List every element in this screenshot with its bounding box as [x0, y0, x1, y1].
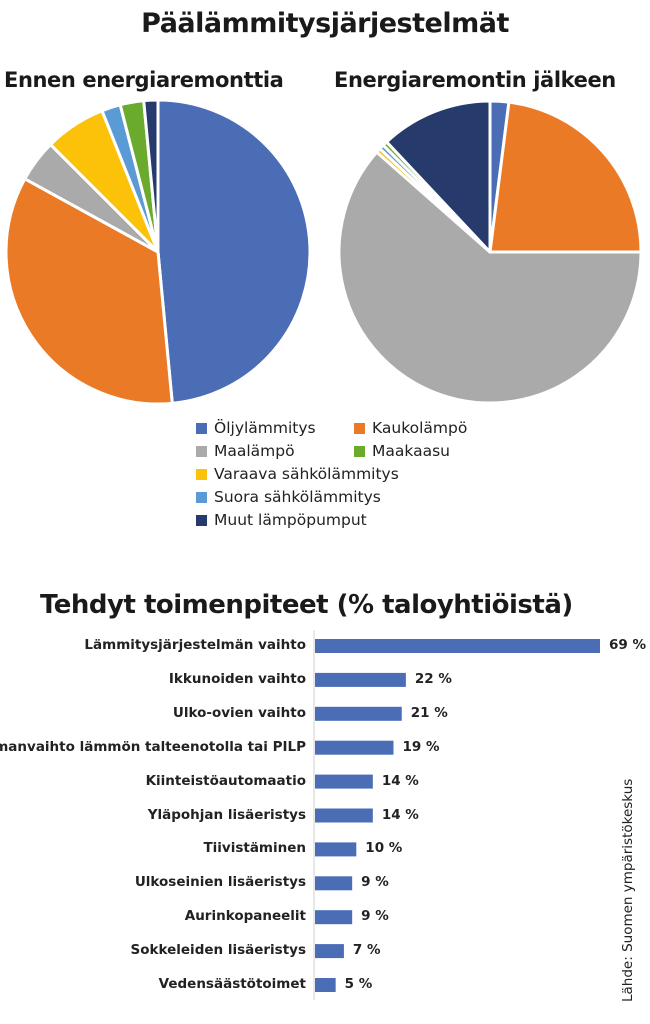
bar-value-label: 21 %	[410, 704, 448, 721]
bar-value-label: 5 %	[344, 976, 373, 992]
bar-chart-title: Tehdyt toimenpiteet (% taloyhtiöistä)	[40, 590, 573, 620]
bar-10	[315, 978, 336, 992]
pie-after-slice-2	[337, 150, 643, 405]
legend-swatch	[196, 422, 207, 434]
bar-8	[315, 910, 353, 925]
bar-value-label: 69 %	[609, 637, 647, 653]
bar-value-label: 19 %	[402, 738, 440, 755]
bar-category-label: Vedensäästötoimet	[158, 976, 306, 992]
legend-item-varaava: Varaava sähkölämmitys	[196, 465, 399, 483]
pie-before-slice-0	[156, 98, 312, 405]
legend-swatch	[354, 445, 365, 457]
bar-category-label: Tiivistäminen	[203, 840, 306, 857]
bar-0	[315, 639, 600, 653]
pie-before-title: Ennen energiaremonttia	[4, 68, 284, 92]
pie-after-title: Energiaremontin jälkeen	[334, 68, 616, 92]
pie-after-slice-6	[385, 99, 492, 254]
bar-5	[315, 808, 373, 823]
source-note: Lähde: Suomen ympäristökeskus	[620, 778, 636, 1002]
bar-4	[315, 774, 373, 789]
legend-swatch	[196, 445, 207, 457]
bar-value-label: 14 %	[381, 772, 419, 789]
pie-before-slice-1	[4, 177, 174, 406]
bar-category-label: Ulko-ovien vaihto	[172, 704, 306, 721]
bar-category-label: Ilmanvaihto lämmön talteenotolla tai PIL…	[0, 738, 306, 755]
legend-label: Maalämpö	[214, 442, 295, 460]
legend-label: Kaukolämpö	[372, 419, 468, 437]
bar-category-label: Ikkunoiden vaihto	[168, 670, 306, 687]
page-title: Päälämmitysjärjestelmät	[141, 8, 509, 39]
legend-item-kaukolampo: Kaukolämpö	[354, 419, 467, 437]
bar-value-label: 7 %	[352, 942, 381, 959]
bar-category-label: Yläpohjan lisäeristys	[147, 806, 306, 823]
bar-9	[315, 944, 344, 959]
legend-item-muut: Muut lämpöpumput	[196, 511, 367, 529]
legend-swatch	[196, 514, 207, 526]
legend-swatch	[196, 491, 207, 503]
bar-category-label: Lämmitysjärjestelmän vaihto	[84, 637, 306, 653]
bar-category-label: Ulkoseinien lisäeristys	[134, 874, 306, 891]
bar-value-label: 9 %	[361, 908, 389, 925]
bar-7	[315, 876, 353, 891]
bar-2	[315, 706, 402, 721]
legend-item-maakaasu: Maakaasu	[354, 442, 450, 460]
bar-3	[315, 740, 394, 755]
legend-item-oljylammitys: Öljylämmitys	[196, 419, 316, 437]
legend-label: Öljylämmitys	[214, 419, 316, 437]
bar-category-label: Aurinkopaneelit	[184, 908, 306, 925]
bar-category-label: Kiinteistöautomaatio	[145, 772, 306, 789]
legend-label: Muut lämpöpumput	[214, 511, 367, 529]
bar-6	[315, 842, 357, 857]
legend-label: Suora sähkölämmitys	[214, 488, 381, 506]
bar-value-label: 9 %	[361, 874, 389, 891]
bar-value-label: 22 %	[414, 670, 452, 687]
legend-label: Varaava sähkölämmitys	[214, 465, 399, 483]
legend-item-maalampo: Maalämpö	[196, 442, 295, 460]
pie-after-slice-1	[488, 100, 643, 254]
bar-value-label: 14 %	[381, 806, 419, 823]
legend-label: Maakaasu	[372, 442, 450, 460]
legend-swatch	[196, 468, 207, 480]
pie-before-slice-6	[142, 98, 160, 254]
legend-item-suora: Suora sähkölämmitys	[196, 488, 381, 506]
legend-swatch	[354, 422, 365, 434]
bar-value-label: 10 %	[365, 840, 403, 857]
bar-category-label: Sokkeleiden lisäeristys	[130, 942, 306, 959]
bar-1	[315, 672, 406, 687]
